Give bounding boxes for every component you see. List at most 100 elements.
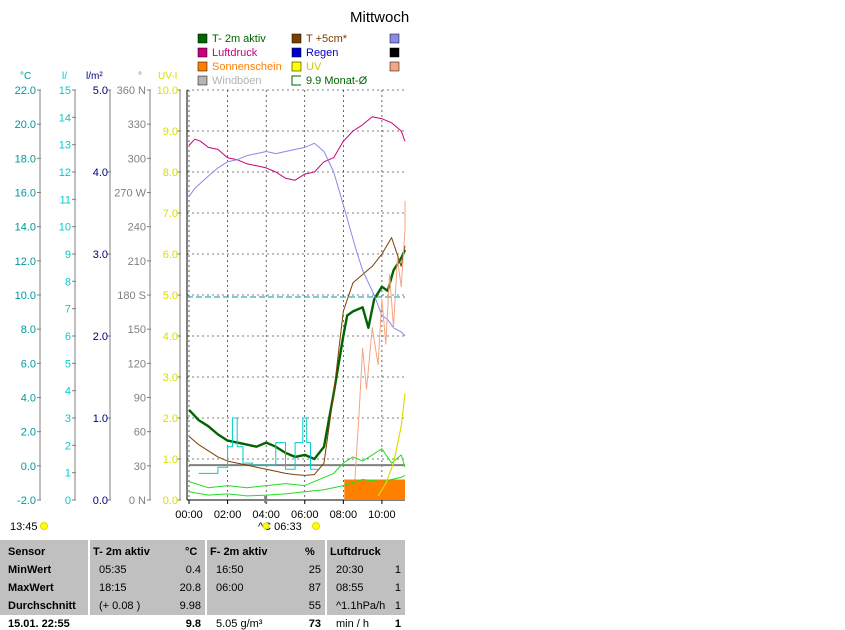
tick-label: 330 xyxy=(128,119,146,131)
cell-time: 06:00 xyxy=(216,582,244,594)
cell-time: 18:15 xyxy=(99,582,127,594)
tick-label: 0 N xyxy=(129,495,146,507)
column-unit: °C xyxy=(185,546,198,558)
tick-label: 120 xyxy=(128,358,146,370)
plot-area xyxy=(186,89,415,501)
tick-label: 14.0 xyxy=(15,222,36,234)
tick-label: 12.0 xyxy=(15,256,36,268)
sun-icon xyxy=(40,522,48,530)
series-line xyxy=(198,417,319,474)
tick-label: 22.0 xyxy=(15,85,36,97)
row-label: 15.01. 22:55 xyxy=(8,618,70,630)
series-line xyxy=(188,474,406,497)
column-separator xyxy=(205,540,207,615)
x-tick-label: 00:00 xyxy=(175,509,203,521)
axis-unit-label: l/ xyxy=(62,71,67,82)
cell-value: 55 xyxy=(308,600,321,612)
series-line xyxy=(377,393,406,497)
tick-label: 90 xyxy=(134,393,146,405)
row-label: MaxWert xyxy=(8,582,54,594)
row-label: Durchschnitt xyxy=(8,600,76,612)
tick-label: 18.0 xyxy=(15,153,36,165)
tick-label: 8.0 xyxy=(163,167,178,179)
legend-label: T- 2m aktiv xyxy=(212,33,266,45)
legend-swatch xyxy=(389,33,400,44)
legend: T- 2m aktiv T +5cm* Luftdruck Regen Sonnensc… xyxy=(197,33,400,87)
x-tick-label: 10:00 xyxy=(368,509,396,521)
axis-unit-label: ° xyxy=(138,71,142,82)
tick-label: 2.0 xyxy=(163,413,178,425)
cell-value: 1 xyxy=(394,564,401,576)
time-label: 13:45 xyxy=(10,521,38,533)
tick-label: 4.0 xyxy=(163,331,178,343)
tick-label: 12 xyxy=(59,167,71,179)
legend-swatch xyxy=(197,75,208,86)
column-header: T- 2m aktiv xyxy=(93,546,150,558)
tick-label: 5.0 xyxy=(93,85,108,97)
column-header: Luftdruck xyxy=(330,546,381,558)
sunrise-icon xyxy=(262,522,270,530)
cell-time: min / h xyxy=(336,618,370,630)
cell-time: 08:55 xyxy=(336,582,364,594)
column-header: F- 2m aktiv xyxy=(210,546,268,558)
cell-value: 1 xyxy=(394,582,401,594)
sun-icon xyxy=(312,522,320,530)
column-header: Sensor xyxy=(8,546,46,558)
series-line xyxy=(188,448,406,489)
cell-time: ^1.1hPa/h xyxy=(336,600,386,612)
legend-label: Regen xyxy=(306,47,338,59)
axis-unit-label: l/m² xyxy=(86,71,103,82)
tick-label: 300 xyxy=(128,153,146,165)
tick-label: 180 S xyxy=(117,290,146,302)
column-separator xyxy=(325,540,327,615)
tick-label: -2.0 xyxy=(17,495,36,507)
x-tick-label: 02:00 xyxy=(214,509,242,521)
tick-label: 11 xyxy=(60,194,71,206)
x-tick-label: 08:00 xyxy=(330,509,358,521)
series-line xyxy=(188,237,406,476)
tick-label: 10.0 xyxy=(157,85,178,97)
series-line xyxy=(188,249,407,461)
row-label: MinWert xyxy=(8,564,52,576)
tick-label: 5 xyxy=(65,358,71,370)
tick-label: 1.0 xyxy=(93,413,108,425)
series-line xyxy=(188,116,406,181)
tick-label: 4.0 xyxy=(93,167,108,179)
tick-label: 6.0 xyxy=(163,249,178,261)
y-axes: °C22.020.018.016.014.012.010.08.06.04.02… xyxy=(15,71,181,507)
tick-label: 2.0 xyxy=(21,427,36,439)
tick-label: 0.0 xyxy=(93,495,108,507)
legend-label: Luftdruck xyxy=(212,47,258,59)
cell-value: 9.98 xyxy=(179,600,201,612)
x-tick-label: 06:00 xyxy=(291,509,319,521)
tick-label: 360 N xyxy=(117,85,146,97)
tick-label: 7 xyxy=(65,304,71,316)
weather-chart: Mittwoch T- 2m aktiv T +5cm* Luftdruck Rege… xyxy=(10,9,415,533)
tick-label: 4.0 xyxy=(21,393,36,405)
tick-label: 9.0 xyxy=(163,126,178,138)
cell-time: 16:50 xyxy=(216,564,244,576)
cell-value: 1 xyxy=(394,600,401,612)
tick-label: 3.0 xyxy=(93,249,108,261)
cell-value: 25 xyxy=(308,564,321,576)
legend-swatch xyxy=(291,47,302,58)
legend-swatch xyxy=(197,33,208,44)
tick-label: 6.0 xyxy=(21,358,36,370)
cell-value: 87 xyxy=(308,582,321,594)
x-tick-label: 04:00 xyxy=(252,509,280,521)
column-separator xyxy=(88,540,90,615)
chart-title: Mittwoch xyxy=(350,9,409,26)
legend-label: Windböen xyxy=(212,75,262,87)
cell-time: 05:35 xyxy=(99,564,127,576)
legend-swatch xyxy=(291,75,301,86)
time-marker xyxy=(264,496,268,503)
tick-label: 0.0 xyxy=(21,461,36,473)
tick-label: 16.0 xyxy=(15,188,36,200)
legend-swatch xyxy=(389,61,400,72)
tick-label: 7.0 xyxy=(163,208,178,220)
tick-label: 2 xyxy=(65,440,71,452)
tick-label: 20.0 xyxy=(15,119,36,131)
plot-background xyxy=(187,90,415,500)
legend-label: Sonnenschein xyxy=(212,61,282,73)
cell-value: 73 xyxy=(308,618,321,630)
